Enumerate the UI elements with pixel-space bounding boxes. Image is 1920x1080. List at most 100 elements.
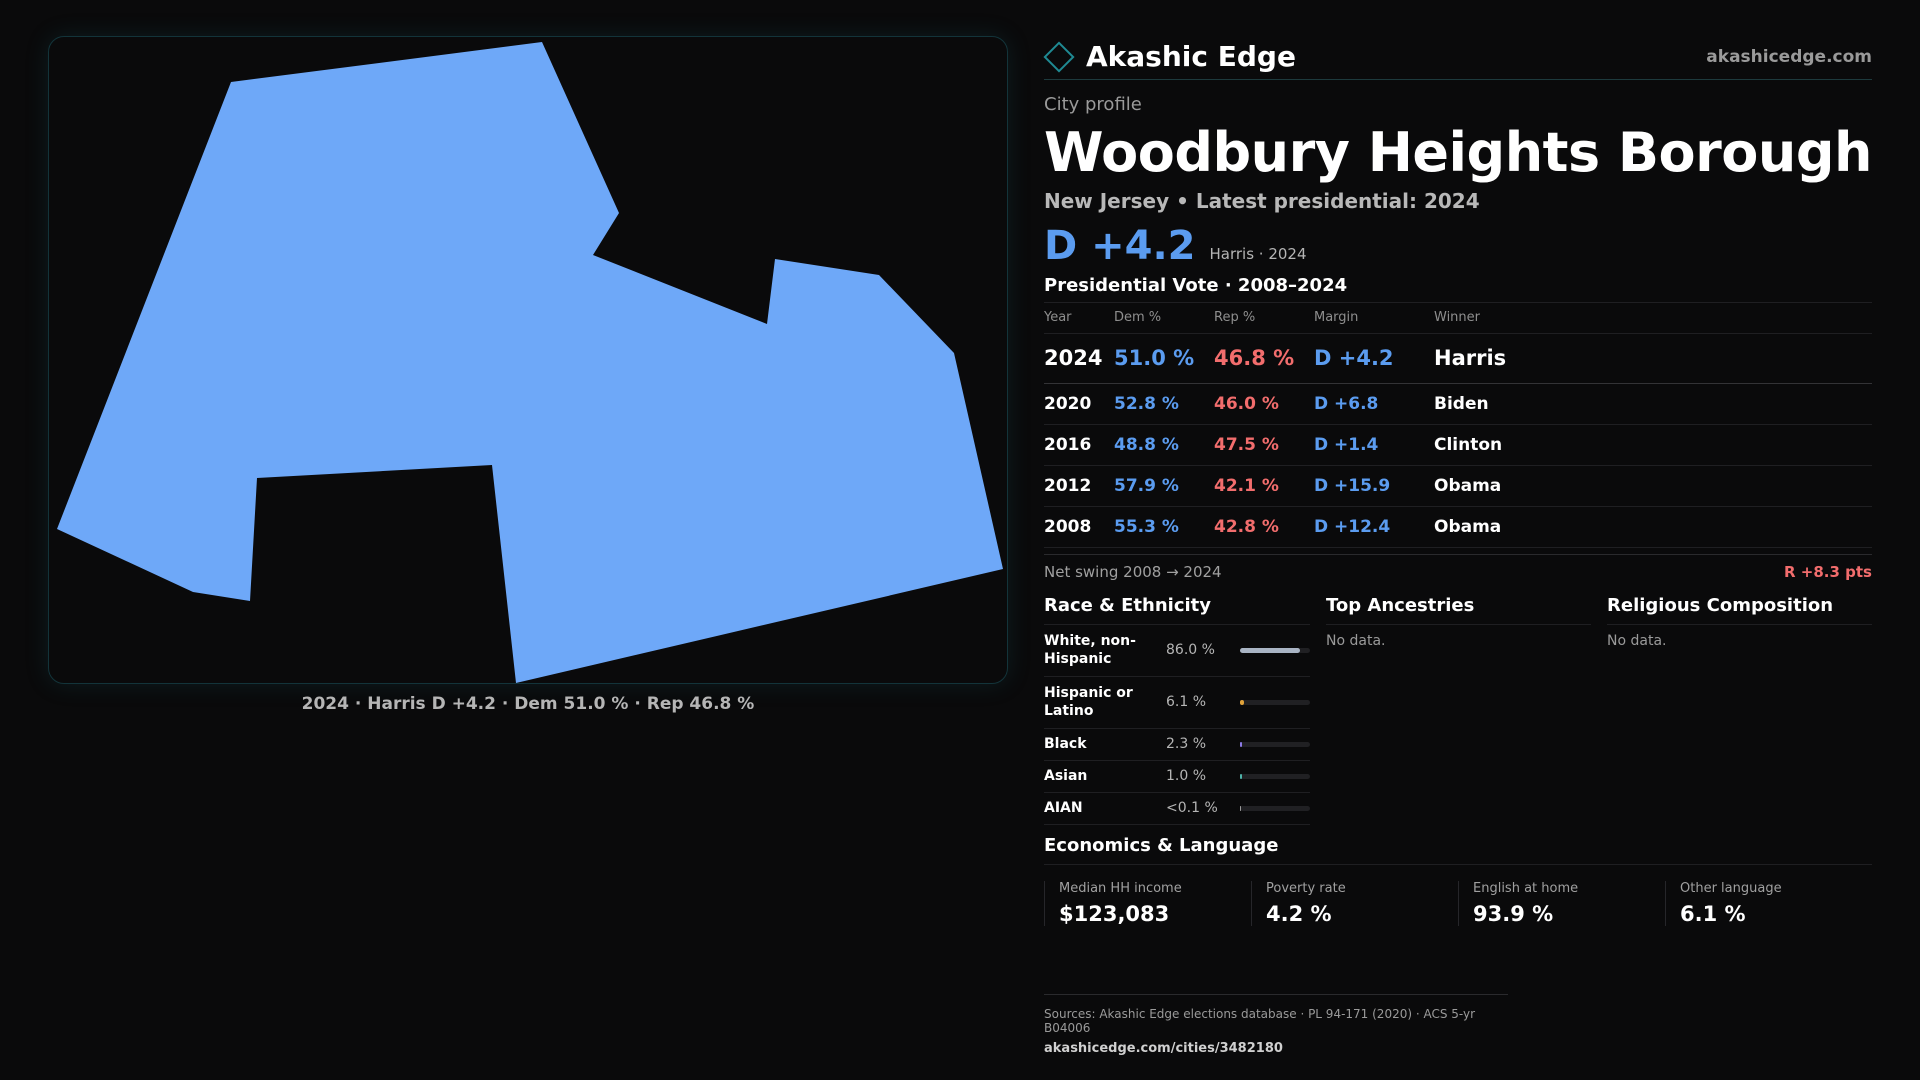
race-label: Asian (1044, 768, 1088, 784)
econ-card-other-language: Other language 6.1 % (1665, 880, 1872, 926)
econ-value: 4.2 % (1266, 901, 1332, 926)
cell-rep: 42.1 % (1214, 465, 1314, 507)
cell-year: 2024 (1044, 333, 1114, 384)
race-bar-fill (1240, 647, 1301, 653)
headline-note: Harris · 2024 (1209, 245, 1307, 263)
diamond-logo-icon (1043, 40, 1075, 73)
race-row-asian: Asian 1.0 % (1044, 761, 1310, 793)
race-label: Hispanic or Latino (1044, 685, 1133, 719)
race-section: Race & Ethnicity White, non-Hispanic 86.… (1044, 595, 1310, 825)
vote-table-header: Year Dem % Rep % Margin Winner (1044, 303, 1872, 334)
cell-winner: Obama (1434, 465, 1872, 507)
race-bar (1240, 805, 1310, 811)
race-value: 2.3 % (1166, 736, 1207, 752)
page-eyebrow: City profile (1044, 94, 1142, 115)
ancestries-section-title: Top Ancestries (1326, 595, 1591, 625)
demographics: Race & Ethnicity White, non-Hispanic 86.… (1044, 595, 1872, 825)
table-row: 2020 52.8 % 46.0 % D +6.8 Biden (1044, 383, 1872, 425)
cell-margin: D +4.2 (1314, 333, 1434, 384)
race-value: <0.1 % (1166, 800, 1218, 816)
race-label: White, non-Hispanic (1044, 633, 1136, 667)
vote-table: Year Dem % Rep % Margin Winner 2024 51.0… (1044, 303, 1872, 548)
cell-year: 2012 (1044, 465, 1114, 507)
race-section-title: Race & Ethnicity (1044, 595, 1310, 625)
col-year: Year (1044, 303, 1114, 334)
boundary-map[interactable] (49, 37, 1008, 684)
race-label: AIAN (1044, 800, 1083, 816)
brand[interactable]: Akashic Edge (1043, 40, 1296, 73)
econ-value: 93.9 % (1473, 901, 1554, 926)
table-row: 2024 51.0 % 46.8 % D +4.2 Harris (1044, 333, 1872, 384)
econ-label: Other language (1680, 880, 1782, 896)
cell-margin: D +12.4 (1314, 506, 1434, 548)
cell-margin: D +1.4 (1314, 424, 1434, 466)
footer-sources: Sources: Akashic Edge elections database… (1044, 1007, 1476, 1035)
brand-bar: Akashic Edge akashicedge.com (1043, 34, 1872, 80)
col-margin: Margin (1314, 303, 1434, 334)
cell-dem: 51.0 % (1114, 333, 1214, 384)
econ-label: Median HH income (1059, 880, 1182, 896)
race-bar-fill (1240, 699, 1245, 705)
cell-margin: D +6.8 (1314, 383, 1434, 425)
religion-section: Religious Composition No data. (1607, 595, 1872, 825)
econ-card-english: English at home 93.9 % (1458, 880, 1665, 926)
race-value: 6.1 % (1166, 694, 1207, 710)
cell-rep: 46.8 % (1214, 333, 1314, 384)
cell-rep: 46.0 % (1214, 383, 1314, 425)
econ-card-income: Median HH income $123,083 (1044, 880, 1251, 926)
religion-empty: No data. (1607, 632, 1667, 649)
brand-site-link[interactable]: akashicedge.com (1706, 46, 1872, 67)
net-swing-value: R +8.3 pts (1784, 562, 1872, 581)
religion-section-title: Religious Composition (1607, 595, 1872, 625)
race-bar (1240, 699, 1310, 705)
map-panel[interactable] (48, 36, 1008, 684)
race-bar-fill (1240, 805, 1242, 811)
table-row: 2016 48.8 % 47.5 % D +1.4 Clinton (1044, 424, 1872, 466)
table-row: 2012 57.9 % 42.1 % D +15.9 Obama (1044, 465, 1872, 507)
cell-winner: Obama (1434, 506, 1872, 548)
col-winner: Winner (1434, 303, 1872, 334)
race-bar-fill (1240, 773, 1243, 779)
footer-url-link[interactable]: akashicedge.com/cities/3482180 (1044, 1041, 1283, 1056)
headline-result: D +4.2 Harris · 2024 (1044, 223, 1872, 269)
cell-rep: 42.8 % (1214, 506, 1314, 548)
cell-winner: Harris (1434, 333, 1872, 384)
ancestries-empty: No data. (1326, 632, 1386, 649)
cell-year: 2008 (1044, 506, 1114, 548)
econ-label: Poverty rate (1266, 880, 1346, 896)
race-row-aian: AIAN <0.1 % (1044, 793, 1310, 825)
cell-year: 2020 (1044, 383, 1114, 425)
cell-dem: 52.8 % (1114, 383, 1214, 425)
net-swing-label: Net swing 2008 → 2024 (1044, 562, 1222, 581)
economics-cards: Median HH income $123,083 Poverty rate 4… (1044, 880, 1872, 926)
headline-margin: D +4.2 (1044, 223, 1196, 269)
race-bar (1240, 773, 1310, 779)
vote-section-title: Presidential Vote · 2008–2024 (1044, 275, 1872, 303)
col-dem: Dem % (1114, 303, 1214, 334)
cell-winner: Clinton (1434, 424, 1872, 466)
race-row-hispanic: Hispanic or Latino 6.1 % (1044, 677, 1310, 729)
economics-section-title: Economics & Language (1044, 835, 1872, 865)
econ-value: $123,083 (1059, 901, 1170, 926)
cell-rep: 47.5 % (1214, 424, 1314, 466)
race-value: 86.0 % (1166, 642, 1215, 658)
cell-dem: 57.9 % (1114, 465, 1214, 507)
race-bar (1240, 741, 1310, 747)
page-title: Woodbury Heights Borough (1044, 121, 1872, 184)
cell-winner: Biden (1434, 383, 1872, 425)
col-rep: Rep % (1214, 303, 1314, 334)
race-row-white: White, non-Hispanic 86.0 % (1044, 625, 1310, 677)
cell-margin: D +15.9 (1314, 465, 1434, 507)
econ-card-poverty: Poverty rate 4.2 % (1251, 880, 1458, 926)
municipal-boundary-shape[interactable] (57, 42, 1003, 683)
net-swing: Net swing 2008 → 2024 R +8.3 pts (1044, 553, 1872, 581)
cell-year: 2016 (1044, 424, 1114, 466)
profile-panel: Akashic Edge akashicedge.com City profil… (1043, 34, 1872, 926)
econ-label: English at home (1473, 880, 1579, 896)
table-row: 2008 55.3 % 42.8 % D +12.4 Obama (1044, 506, 1872, 548)
race-label: Black (1044, 736, 1087, 752)
race-value: 1.0 % (1166, 768, 1207, 784)
page-subtitle: New Jersey • Latest presidential: 2024 (1044, 189, 1480, 213)
ancestries-section: Top Ancestries No data. (1326, 595, 1591, 825)
econ-value: 6.1 % (1680, 901, 1746, 926)
